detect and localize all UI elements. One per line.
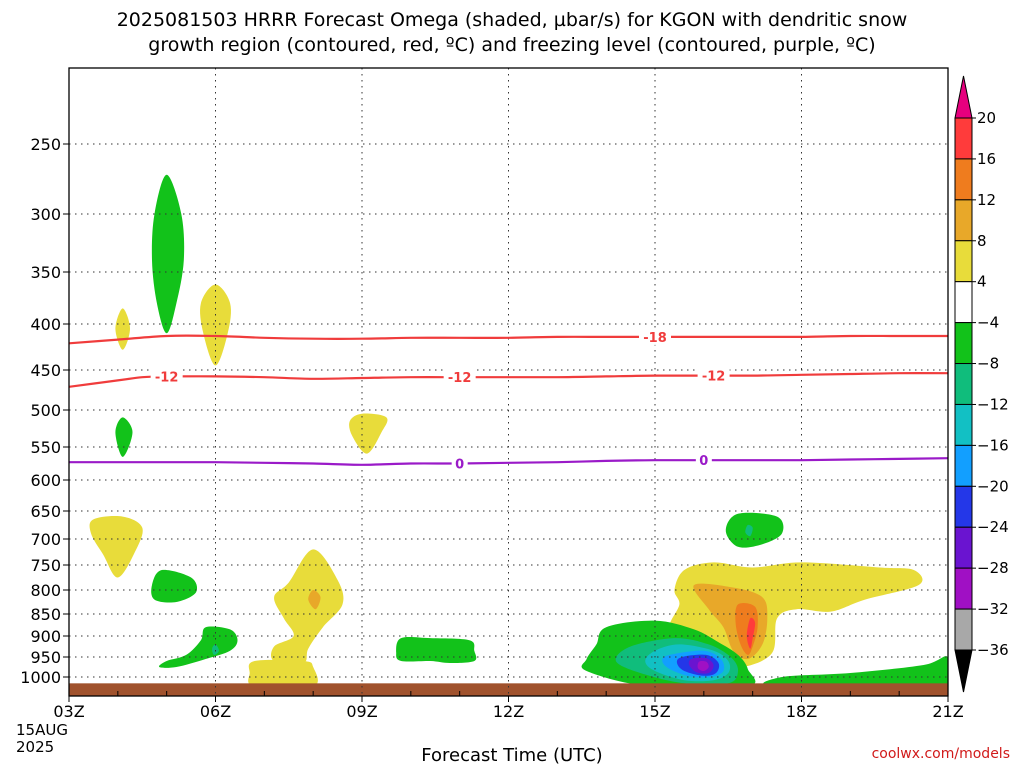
ytick-label-350: 350	[30, 263, 61, 282]
y-axis-ticks: 250 300 350 400 450 500 550 600 650 700 750 800 850 9…	[20, 135, 69, 687]
grid-lines	[69, 68, 948, 696]
ytick-label-550: 550	[30, 438, 61, 457]
colorbar-bin-3	[954, 240, 973, 283]
colorbar-label-13: −36	[977, 641, 1009, 659]
omega-region-25	[697, 661, 709, 672]
ytick-label-300: 300	[30, 205, 61, 224]
colorbar-label-6: −8	[977, 355, 999, 373]
colorbar-label-0: 20	[977, 109, 996, 127]
omega-region-8	[308, 589, 321, 610]
colorbar-bin-0	[954, 117, 973, 160]
ytick-label-500: 500	[30, 401, 61, 420]
ytick-label-900: 900	[30, 627, 61, 646]
xtick-label-12Z: 12Z	[493, 702, 524, 721]
colorbar-label-2: 12	[977, 191, 996, 209]
omega-region-5	[89, 516, 143, 578]
colorbar-bin-6	[954, 363, 973, 405]
colorbar-label-3: 8	[977, 232, 987, 250]
x-axis-label: Forecast Time (UTC)	[421, 745, 603, 766]
omega-region-12	[396, 636, 477, 663]
omega-region-1	[200, 284, 231, 366]
xtick-label-06Z: 06Z	[200, 702, 231, 721]
colorbar-label-9: −20	[977, 477, 1009, 495]
omega-region-17	[725, 512, 784, 548]
omega-region-4	[349, 413, 388, 454]
contour-label-bg-2-1	[695, 452, 712, 469]
ytick-label-650: 650	[30, 502, 61, 521]
ytick-label-450: 450	[30, 361, 61, 380]
omega-region-3	[115, 417, 133, 457]
omega-shading	[89, 174, 948, 690]
colorbar-bin-8	[954, 444, 973, 487]
omega-region-26	[763, 656, 948, 690]
contour-label-bg-1-0	[150, 368, 183, 385]
chart-title: 2025081503 HRRR Forecast Omega (shaded, …	[0, 8, 1024, 58]
contour-label-bg-1-2	[697, 367, 730, 384]
colorbar-bin-10	[954, 526, 973, 569]
contour-label-2-1: 0	[699, 454, 708, 469]
contour-0	[69, 334, 948, 345]
ytick-label-950: 950	[30, 648, 61, 667]
colorbar-bin-2	[954, 199, 973, 242]
colorbar-bin-11	[954, 567, 973, 610]
ytick-label-600: 600	[30, 471, 61, 490]
omega-region-15	[735, 602, 758, 655]
terrain-band	[69, 683, 948, 696]
omega-region-6	[151, 569, 198, 603]
colorbar-bottom-triangle	[954, 649, 973, 693]
contour-label-1-0: -12	[155, 370, 179, 385]
omega-region-16	[746, 617, 756, 649]
title-line-1: 2025081503 HRRR Forecast Omega (shaded, …	[116, 9, 908, 31]
contour-2	[69, 457, 948, 466]
omega-region-7	[270, 549, 344, 665]
colorbar-label-8: −16	[977, 436, 1009, 454]
colorbar-label-4: 4	[977, 273, 987, 291]
xtick-label-18Z: 18Z	[786, 702, 817, 721]
contour-label-bg-1-1	[443, 369, 476, 386]
title-line-2: growth region (contoured, red, ºC) and f…	[148, 34, 876, 56]
ytick-label-700: 700	[30, 530, 61, 549]
ytick-label-1000: 1000	[20, 668, 61, 687]
colorbar-label-1: 16	[977, 150, 996, 168]
contour-label-1-1: -12	[448, 371, 472, 386]
colorbar-label-11: −28	[977, 559, 1009, 577]
colorbar-bin-4	[954, 281, 973, 324]
xtick-label-03Z: 03Z	[53, 702, 84, 721]
colorbar: 20 16 12 8 4 −4 −8 −12 −16 −20 −24 −28 −32 −36	[954, 75, 1009, 693]
colorbar-label-5: −4	[977, 314, 999, 332]
colorbar-label-7: −12	[977, 395, 1009, 413]
credit-link[interactable]: coolwx.com/models	[871, 746, 1010, 762]
xtick-label-09Z: 09Z	[346, 702, 377, 721]
colorbar-bin-12	[954, 608, 973, 651]
contour-label-bg-2-0	[451, 455, 468, 472]
ytick-label-250: 250	[30, 135, 61, 154]
xtick-label-21Z: 21Z	[932, 702, 963, 721]
contour-label-2-0: 0	[455, 458, 464, 473]
date-year: 2025	[16, 738, 55, 756]
colorbar-bin-7	[954, 403, 973, 446]
colorbar-label-12: −32	[977, 600, 1009, 618]
colorbar-top-triangle	[954, 75, 973, 119]
colorbar-bin-9	[954, 485, 973, 528]
contour-label-1-2: -12	[702, 370, 726, 385]
contour-label-bg-0-0	[639, 328, 671, 345]
ytick-label-850: 850	[30, 605, 61, 624]
surface-terrain	[69, 683, 948, 696]
omega-region-9	[248, 659, 318, 689]
omega-region-11	[212, 644, 219, 655]
contour-lines: -18 -12 -12 -12 0 0	[69, 328, 948, 473]
colorbar-bin-5	[954, 322, 973, 365]
date-day: 15AUG	[16, 721, 68, 739]
ytick-label-750: 750	[30, 556, 61, 575]
xtick-label-15Z: 15Z	[639, 702, 670, 721]
colorbar-bin-1	[954, 158, 973, 201]
x-axis-ticks: 03Z 06Z 09Z 12Z 15Z 18Z 21Z	[53, 696, 964, 721]
colorbar-label-10: −24	[977, 518, 1009, 536]
omega-region-18	[745, 524, 753, 537]
ytick-label-800: 800	[30, 581, 61, 600]
contour-label-0-0: -18	[643, 331, 667, 346]
ytick-label-400: 400	[30, 315, 61, 334]
omega-region-10	[158, 626, 238, 668]
